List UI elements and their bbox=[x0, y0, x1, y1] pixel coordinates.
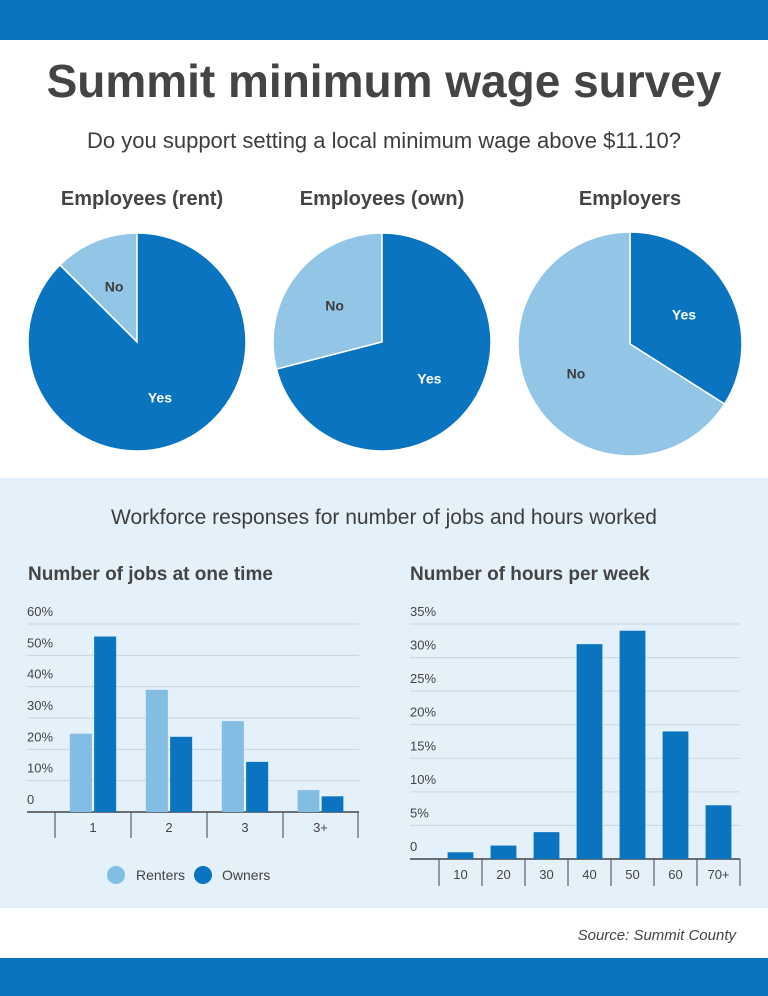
bar-owners-2 bbox=[170, 736, 193, 812]
pie-slice-no bbox=[58, 232, 138, 344]
pie-slice-no bbox=[517, 231, 726, 457]
y-tick-label: 0 bbox=[27, 792, 34, 807]
bar-hours-50 bbox=[619, 630, 646, 859]
x-tick-label: 40 bbox=[582, 867, 596, 882]
pie-title-employers: Employers bbox=[578, 188, 682, 210]
bar-owners-3 bbox=[246, 761, 269, 812]
y-tick-label: 30% bbox=[27, 698, 53, 713]
pie-label: Yes bbox=[417, 371, 441, 387]
bar-renters-2 bbox=[145, 689, 168, 812]
y-tick-label: 10% bbox=[27, 761, 53, 776]
jobs-chart-title: Number of jobs at one time bbox=[28, 564, 273, 585]
bar-hours-70+ bbox=[705, 805, 732, 859]
y-tick-label: 5% bbox=[410, 805, 429, 820]
bar-hours-60 bbox=[662, 731, 689, 859]
y-tick-label: 0 bbox=[410, 839, 417, 854]
legend-swatch-owners bbox=[194, 866, 212, 884]
x-tick-label: 60 bbox=[668, 867, 682, 882]
legend-label-owners: Owners bbox=[222, 867, 270, 883]
y-tick-label: 20% bbox=[27, 729, 53, 744]
pie-slice-no bbox=[272, 232, 383, 371]
x-tick-label: 30 bbox=[539, 867, 553, 882]
x-tick-label: 10 bbox=[453, 867, 467, 882]
pie-label: No bbox=[567, 366, 586, 382]
bar-owners-1 bbox=[94, 636, 117, 812]
page-subtitle: Do you support setting a local minimum w… bbox=[87, 128, 681, 153]
top-banner bbox=[0, 0, 768, 40]
hours-chart-title: Number of hours per week bbox=[410, 564, 650, 585]
legend-label-renters: Renters bbox=[136, 867, 185, 883]
source-note: Source: Summit County bbox=[577, 927, 736, 944]
bar-renters-3 bbox=[221, 721, 244, 812]
pie-slice-yes bbox=[27, 232, 247, 452]
bar-hours-10 bbox=[447, 852, 474, 859]
y-tick-label: 30% bbox=[410, 638, 436, 653]
y-tick-label: 15% bbox=[410, 738, 436, 753]
y-tick-label: 25% bbox=[410, 671, 436, 686]
bar-renters-1 bbox=[69, 733, 92, 812]
x-tick-label: 1 bbox=[89, 820, 96, 835]
section-title: Workforce responses for number of jobs a… bbox=[111, 506, 657, 529]
pie-slice-yes bbox=[275, 232, 492, 452]
pie-label: Yes bbox=[148, 389, 172, 405]
bar-hours-20 bbox=[490, 845, 517, 859]
bottom-banner bbox=[0, 958, 768, 996]
y-tick-label: 10% bbox=[410, 772, 436, 787]
bar-renters-3+ bbox=[297, 790, 320, 812]
y-tick-label: 50% bbox=[27, 635, 53, 650]
y-tick-label: 40% bbox=[27, 667, 53, 682]
pie-label: No bbox=[105, 279, 124, 295]
x-tick-label: 3 bbox=[241, 820, 248, 835]
pie-label: Yes bbox=[672, 306, 696, 322]
pie-title-rent: Employees (rent) bbox=[60, 188, 224, 210]
bar-hours-30 bbox=[533, 832, 560, 859]
bar-hours-40 bbox=[576, 644, 603, 859]
x-tick-label: 20 bbox=[496, 867, 510, 882]
x-tick-label: 70+ bbox=[707, 867, 729, 882]
y-tick-label: 20% bbox=[410, 705, 436, 720]
page-title: Summit minimum wage survey bbox=[46, 55, 722, 107]
pie-title-own: Employees (own) bbox=[299, 188, 465, 210]
pie-label: No bbox=[325, 297, 344, 313]
x-tick-label: 3+ bbox=[313, 820, 328, 835]
x-tick-label: 2 bbox=[165, 820, 172, 835]
bar-owners-3+ bbox=[321, 796, 344, 812]
legend-swatch-renters bbox=[107, 866, 125, 884]
x-tick-label: 50 bbox=[625, 867, 639, 882]
y-tick-label: 35% bbox=[410, 604, 436, 619]
y-tick-label: 60% bbox=[27, 604, 53, 619]
